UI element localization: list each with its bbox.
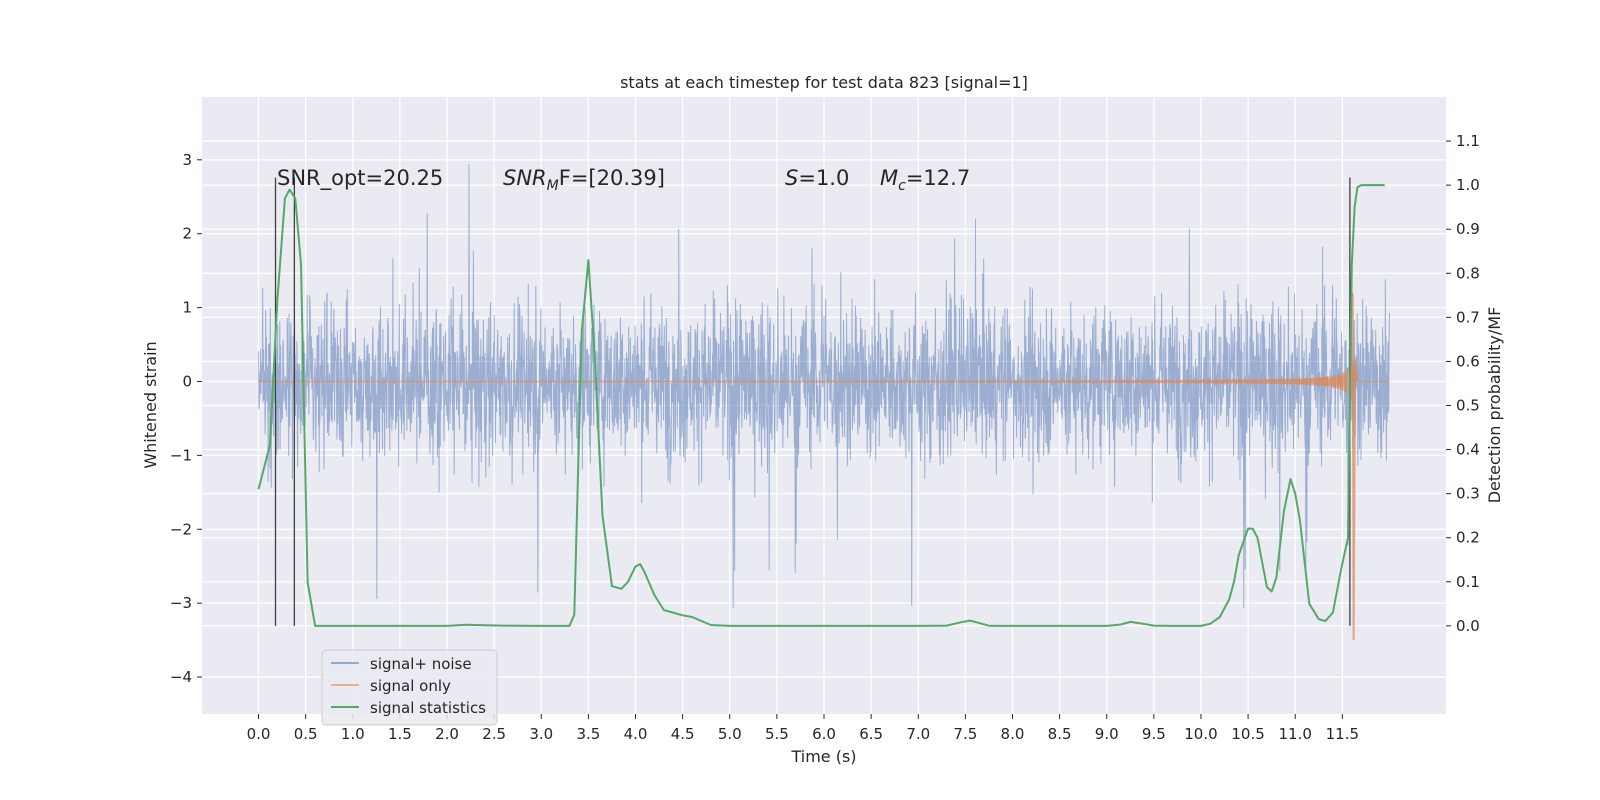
x-tick-label: 10.5 [1231,725,1264,743]
annotation-snr-mf-sub: M [547,178,559,194]
annotation-s: S=1.0 [785,166,849,190]
x-tick-label: 0.5 [294,725,318,743]
x-tick-label: 6.0 [812,725,836,743]
y-right-tick-label: 0.4 [1456,441,1480,459]
x-tick-label: 3.5 [576,725,600,743]
y-right-tick-label: 0.9 [1456,220,1480,238]
y-right-tick-label: 0.3 [1456,485,1480,503]
x-tick-label: 0.0 [247,725,271,743]
legend-label-signal-only: signal only [370,677,451,695]
x-tick-label: 1.5 [388,725,412,743]
x-tick-label: 10.0 [1184,725,1217,743]
annotation-snr-mf: SNRMF=[20.39] [503,166,665,194]
y-right-tick-label: 0.0 [1456,617,1480,635]
annotation-s-italic: S [785,166,798,190]
x-tick-label: 1.0 [341,725,365,743]
x-tick-label: 2.0 [435,725,459,743]
legend-box [321,649,498,726]
annotation-snr-mf-rest: F=[20.39] [559,166,665,190]
y-right-tick-label: 0.7 [1456,308,1480,326]
x-tick-label: 7.0 [906,725,930,743]
x-tick-label: 4.5 [671,725,695,743]
left-y-axis-ticks: 3 2 1 0 −1 −2 −3 −4 [170,151,202,686]
y-right-tick-label: 0.5 [1456,397,1480,415]
y-right-tick-label: 1.1 [1456,132,1480,150]
y-axis-label-left: Whitened strain [141,341,160,468]
x-tick-label: 3.0 [529,725,553,743]
y-right-tick-label: 1.0 [1456,176,1480,194]
legend-label-signal-noise: signal+ noise [370,655,472,673]
annotation-mc-value: =12.7 [906,166,970,190]
annotation-mc-sub: c [898,178,906,194]
annotation-snr-mf-main: SNR [503,166,547,190]
x-tick-label: 7.5 [953,725,977,743]
x-tick-label: 9.0 [1095,725,1119,743]
chart-title: stats at each timestep for test data 823… [620,73,1028,92]
x-axis-ticks: 0.0 0.5 1.0 1.5 2.0 2.5 3.0 3.5 4.0 4.5 5.0 5.5 6.0 6… [247,714,1359,743]
legend-label-signal-statistics: signal statistics [370,699,486,717]
annotation-s-value: =1.0 [798,166,849,190]
y-tick-label: −1 [170,446,192,464]
x-tick-label: 11.0 [1279,725,1312,743]
x-tick-label: 6.5 [859,725,883,743]
annotation-mc: Mc=12.7 [880,166,970,194]
y-right-tick-label: 0.2 [1456,529,1480,547]
signal-only-envelope [258,363,1354,401]
x-tick-label: 8.0 [1001,725,1025,743]
y-tick-label: −3 [170,594,192,612]
x-tick-label: 5.0 [718,725,742,743]
x-tick-label: 11.5 [1326,725,1359,743]
right-y-axis-ticks: 1.1 1.0 0.9 0.8 0.7 0.6 0.5 0.4 0.3 0.2 0.1 0.0 [1446,132,1480,635]
y-right-tick-label: 0.1 [1456,573,1480,591]
annotation-snr-opt: SNR_opt=20.25 [277,166,443,191]
y-tick-label: 1 [182,299,192,317]
y-tick-label: 3 [182,151,192,169]
annotation-mc-main: M [880,166,898,190]
y-axis-label-right: Detection probability/MF [1485,307,1504,504]
x-tick-label: 5.5 [765,725,789,743]
x-tick-label: 2.5 [482,725,506,743]
y-right-tick-label: 0.6 [1456,352,1480,370]
signal-statistics-series [257,184,1385,627]
signal-noise-series [258,164,1390,609]
y-tick-label: −2 [170,520,192,538]
signal-statistics-line [257,184,1385,627]
x-tick-label: 4.0 [624,725,648,743]
signal-noise-line [258,164,1390,609]
y-tick-label: 0 [182,372,192,390]
signal-only-line [258,364,1390,397]
signal-only-series [258,292,1390,641]
x-tick-label: 8.5 [1048,725,1072,743]
x-axis-label: Time (s) [790,747,856,766]
signal-only-merger [1350,292,1359,641]
y-tick-label: 2 [182,225,192,243]
y-tick-label: −4 [170,668,192,686]
legend: signal+ noise signal only signal statist… [321,649,498,726]
x-tick-label: 9.5 [1142,725,1166,743]
y-right-tick-label: 0.8 [1456,264,1480,282]
